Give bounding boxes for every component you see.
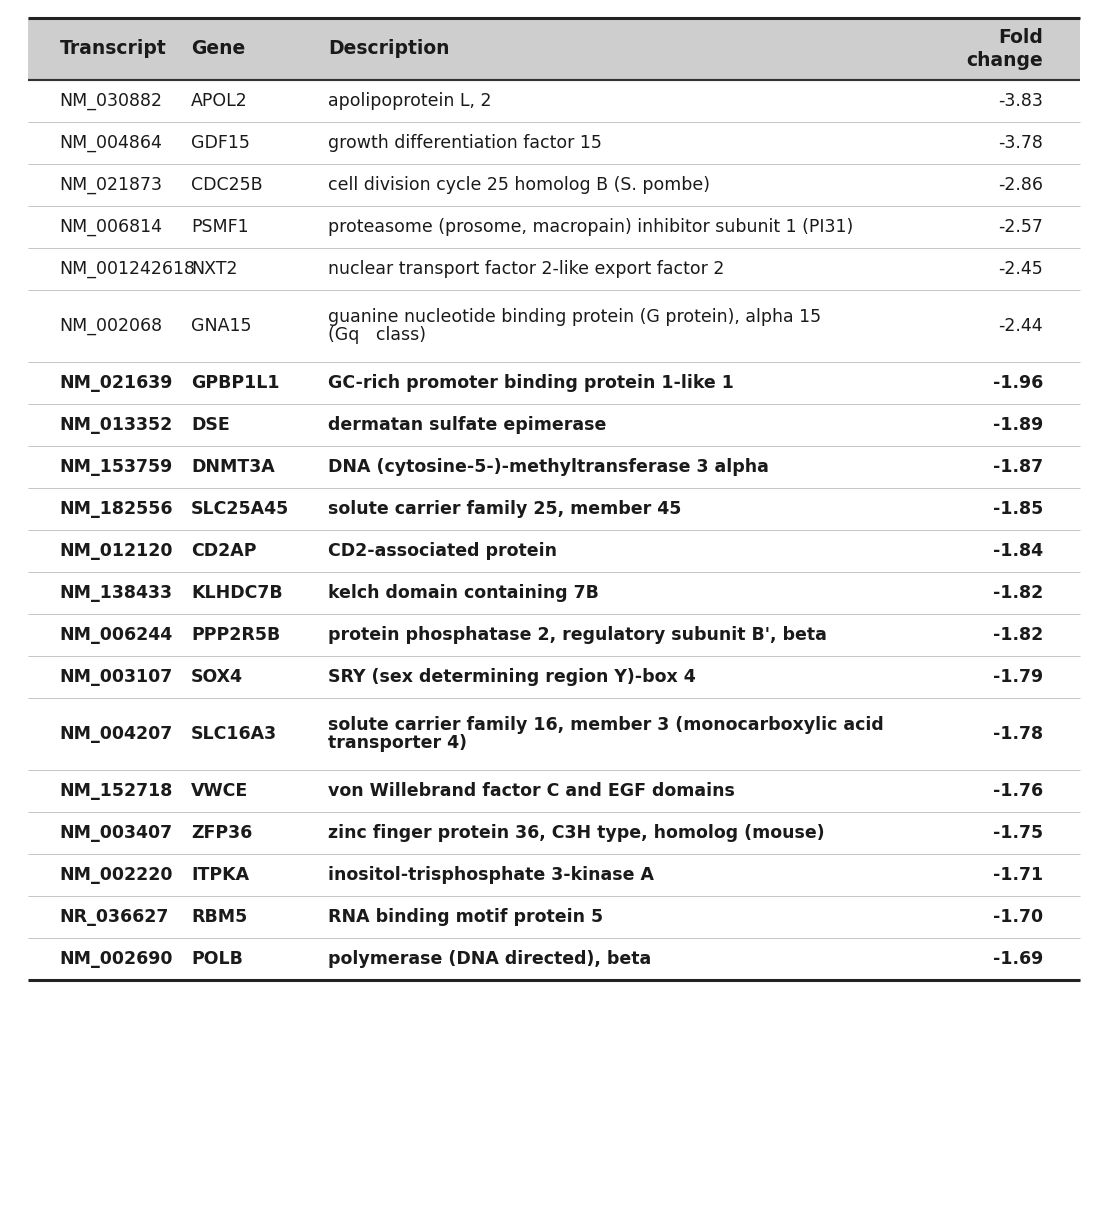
Text: (Gq   class): (Gq class) [328, 327, 425, 345]
Text: NM_138433: NM_138433 [60, 584, 173, 602]
Text: -1.69: -1.69 [993, 950, 1043, 968]
Text: -3.83: -3.83 [998, 92, 1043, 110]
Text: CDC25B: CDC25B [191, 176, 263, 194]
Text: NM_012120: NM_012120 [60, 542, 173, 560]
Text: -1.84: -1.84 [993, 542, 1043, 560]
Text: NM_153759: NM_153759 [60, 458, 173, 476]
Text: -1.87: -1.87 [993, 458, 1043, 476]
Text: -1.75: -1.75 [993, 824, 1043, 842]
Text: growth differentiation factor 15: growth differentiation factor 15 [328, 134, 602, 152]
Text: -2.44: -2.44 [998, 317, 1043, 335]
Text: Description: Description [328, 40, 450, 59]
Text: PPP2R5B: PPP2R5B [191, 627, 280, 643]
Text: DNA (cytosine-5-)-methyltransferase 3 alpha: DNA (cytosine-5-)-methyltransferase 3 al… [328, 458, 769, 476]
Text: -1.82: -1.82 [993, 627, 1043, 643]
Text: GDF15: GDF15 [191, 134, 250, 152]
Text: proteasome (prosome, macropain) inhibitor subunit 1 (PI31): proteasome (prosome, macropain) inhibito… [328, 218, 853, 236]
Text: NM_003407: NM_003407 [60, 824, 173, 842]
Text: ZFP36: ZFP36 [191, 824, 253, 842]
Text: nuclear transport factor 2-like export factor 2: nuclear transport factor 2-like export f… [328, 260, 725, 278]
Text: -1.79: -1.79 [993, 668, 1043, 686]
Text: NM_004207: NM_004207 [60, 725, 173, 743]
Text: -1.76: -1.76 [993, 782, 1043, 800]
Text: guanine nucleotide binding protein (G protein), alpha 15: guanine nucleotide binding protein (G pr… [328, 307, 821, 325]
Text: -1.70: -1.70 [993, 909, 1043, 925]
Text: NM_006244: NM_006244 [60, 627, 173, 643]
Text: DSE: DSE [191, 416, 229, 434]
Text: von Willebrand factor C and EGF domains: von Willebrand factor C and EGF domains [328, 782, 735, 800]
Text: kelch domain containing 7B: kelch domain containing 7B [328, 584, 598, 602]
Text: NM_030882: NM_030882 [60, 92, 163, 110]
Text: -1.96: -1.96 [993, 374, 1043, 392]
Text: Gene: Gene [191, 40, 245, 59]
Text: -1.71: -1.71 [993, 866, 1043, 884]
Text: RBM5: RBM5 [191, 909, 247, 925]
Text: SLC25A45: SLC25A45 [191, 500, 289, 518]
Text: -1.89: -1.89 [993, 416, 1043, 434]
Text: protein phosphatase 2, regulatory subunit B', beta: protein phosphatase 2, regulatory subuni… [328, 627, 827, 643]
Text: NM_002068: NM_002068 [60, 317, 163, 335]
Text: KLHDC7B: KLHDC7B [191, 584, 283, 602]
Text: solute carrier family 25, member 45: solute carrier family 25, member 45 [328, 500, 681, 518]
Text: NM_004864: NM_004864 [60, 134, 163, 152]
Text: NM_013352: NM_013352 [60, 416, 173, 434]
Text: -1.85: -1.85 [993, 500, 1043, 518]
Text: NM_003107: NM_003107 [60, 668, 173, 686]
Text: NM_152718: NM_152718 [60, 782, 173, 800]
Text: NM_021639: NM_021639 [60, 374, 173, 392]
Text: cell division cycle 25 homolog B (S. pombe): cell division cycle 25 homolog B (S. pom… [328, 176, 710, 194]
Text: GC-rich promoter binding protein 1-like 1: GC-rich promoter binding protein 1-like … [328, 374, 733, 392]
Text: GNA15: GNA15 [191, 317, 252, 335]
Text: VWCE: VWCE [191, 782, 248, 800]
Text: PSMF1: PSMF1 [191, 218, 248, 236]
Text: DNMT3A: DNMT3A [191, 458, 275, 476]
Text: POLB: POLB [191, 950, 243, 968]
Text: -3.78: -3.78 [998, 134, 1043, 152]
Text: -2.86: -2.86 [998, 176, 1043, 194]
Text: -1.78: -1.78 [993, 725, 1043, 743]
Text: Transcript: Transcript [60, 40, 166, 59]
Text: NR_036627: NR_036627 [60, 909, 168, 925]
Text: APOL2: APOL2 [191, 92, 248, 110]
Text: zinc finger protein 36, C3H type, homolog (mouse): zinc finger protein 36, C3H type, homolo… [328, 824, 824, 842]
Text: NM_002220: NM_002220 [60, 866, 173, 884]
Text: NM_006814: NM_006814 [60, 218, 163, 236]
Text: Fold
change: Fold change [966, 28, 1043, 70]
Text: NXT2: NXT2 [191, 260, 237, 278]
Text: NM_182556: NM_182556 [60, 500, 173, 518]
Text: dermatan sulfate epimerase: dermatan sulfate epimerase [328, 416, 606, 434]
Text: CD2-associated protein: CD2-associated protein [328, 542, 557, 560]
Text: apolipoprotein L, 2: apolipoprotein L, 2 [328, 92, 491, 110]
Text: SOX4: SOX4 [191, 668, 243, 686]
Text: ITPKA: ITPKA [191, 866, 249, 884]
Text: solute carrier family 16, member 3 (monocarboxylic acid: solute carrier family 16, member 3 (mono… [328, 716, 883, 734]
Text: -1.82: -1.82 [993, 584, 1043, 602]
Text: NM_001242618: NM_001242618 [60, 260, 195, 278]
Text: NM_002690: NM_002690 [60, 950, 173, 968]
Text: GPBP1L1: GPBP1L1 [191, 374, 279, 392]
Text: SRY (sex determining region Y)-box 4: SRY (sex determining region Y)-box 4 [328, 668, 696, 686]
Bar [28, 18, 1080, 80]
Text: polymerase (DNA directed), beta: polymerase (DNA directed), beta [328, 950, 652, 968]
Text: CD2AP: CD2AP [191, 542, 257, 560]
Text: NM_021873: NM_021873 [60, 176, 163, 194]
Text: RNA binding motif protein 5: RNA binding motif protein 5 [328, 909, 603, 925]
Text: -2.57: -2.57 [998, 218, 1043, 236]
Text: SLC16A3: SLC16A3 [191, 725, 277, 743]
Text: -2.45: -2.45 [998, 260, 1043, 278]
Text: inositol-trisphosphate 3-kinase A: inositol-trisphosphate 3-kinase A [328, 866, 654, 884]
Text: transporter 4): transporter 4) [328, 734, 466, 752]
